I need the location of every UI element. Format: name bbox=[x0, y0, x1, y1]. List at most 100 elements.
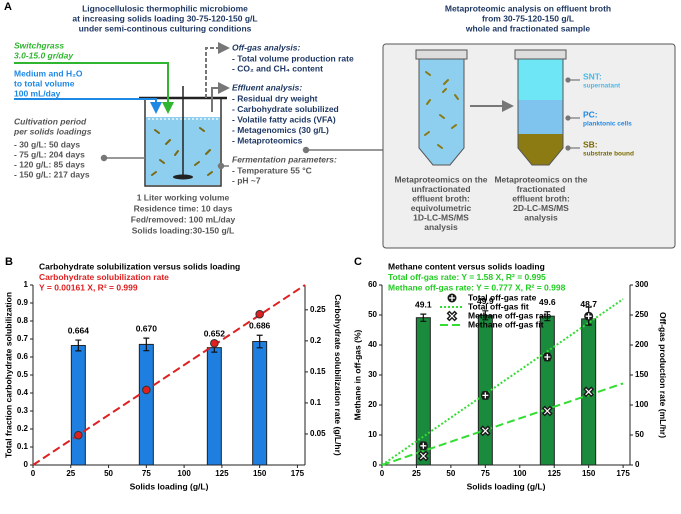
y2-axis-title: Off-gas production rate (mL/hr) bbox=[658, 312, 668, 438]
y2-tick-label: 200 bbox=[635, 340, 649, 349]
y-tick-label: 0.9 bbox=[17, 298, 29, 307]
marker bbox=[142, 385, 151, 395]
x-tick-label: 100 bbox=[513, 469, 527, 478]
marker-shape bbox=[210, 339, 219, 348]
value-label: 0.686 bbox=[249, 320, 271, 330]
marker-shape bbox=[449, 295, 455, 301]
value-label: 0.652 bbox=[204, 328, 226, 338]
annotation: Total off-gas rate: Y = 1.58 X, R² = 0.9… bbox=[388, 272, 546, 282]
marker-shape bbox=[543, 407, 551, 415]
y-tick-label: 0.4 bbox=[17, 388, 29, 397]
fraction-desc: planktonic cells bbox=[583, 121, 632, 128]
tube-whole bbox=[415, 49, 468, 166]
annotation: Y = 0.00161 X, R² = 0.999 bbox=[39, 282, 138, 292]
effluent-title: Effluent analysis: bbox=[232, 82, 302, 92]
value-label: 49.1 bbox=[415, 299, 432, 309]
x-tick-label: 50 bbox=[446, 469, 455, 478]
y2-tick-label: 300 bbox=[635, 280, 649, 289]
x-tick-label: 175 bbox=[291, 469, 305, 478]
meta-title: whole and fractionated sample bbox=[465, 23, 590, 33]
bar bbox=[206, 347, 222, 466]
reactor-info: Residence time: 10 days bbox=[134, 203, 233, 213]
y2-tick-label: 0 bbox=[635, 460, 640, 469]
panel-label: C bbox=[354, 256, 362, 268]
y2-tick-label: 0.25 bbox=[310, 305, 326, 314]
annotation: Methane content versus solids loading bbox=[388, 261, 545, 271]
caption: effluent broth: bbox=[412, 193, 470, 203]
offgas-title: Off-gas analysis: bbox=[232, 42, 301, 52]
effluent-item: - Metaproteomics bbox=[232, 135, 303, 145]
bar bbox=[252, 341, 268, 466]
cultivation-item: - 150 g/L: 217 days bbox=[14, 169, 90, 179]
title-line: Lignocellulosic thermophilic microbiome bbox=[82, 3, 248, 13]
medium-label: to total volume bbox=[14, 78, 75, 88]
y-tick-label: 0 bbox=[373, 460, 378, 469]
fermentation-title: Fermentation parameters: bbox=[232, 154, 337, 164]
marker bbox=[480, 390, 490, 400]
x-tick-label: 25 bbox=[66, 469, 75, 478]
x-tick-label: 50 bbox=[104, 469, 113, 478]
reactor-info: Fed/removed: 100 mL/day bbox=[131, 214, 236, 224]
legend-label: Methane off-gas rate bbox=[468, 310, 551, 320]
fraction-name: SNT: bbox=[583, 71, 602, 81]
feed-label: Switchgrass bbox=[14, 40, 64, 50]
legend-label: Total off-gas fit bbox=[468, 301, 529, 311]
caption: fractionated bbox=[517, 184, 566, 194]
y2-tick-label: 250 bbox=[635, 310, 649, 319]
legend-label: Methane off-gas fit bbox=[468, 319, 544, 329]
x-tick-label: 25 bbox=[412, 469, 421, 478]
y2-tick-label: 0.2 bbox=[310, 336, 322, 345]
x-tick-label: 0 bbox=[380, 469, 385, 478]
x-tick-label: 75 bbox=[481, 469, 490, 478]
offgas-item: - CO₂ and CH₄ content bbox=[232, 63, 323, 73]
panel-label: A bbox=[4, 1, 12, 13]
reactor-info: 1 Liter working volume bbox=[137, 192, 230, 202]
offgas-item: - Total volume production rate bbox=[232, 53, 354, 63]
caption: effluent broth: bbox=[512, 193, 570, 203]
error-bar bbox=[482, 310, 489, 321]
annotation: Carbohydrate solubilization rate bbox=[39, 272, 169, 282]
y-tick-label: 0.7 bbox=[17, 334, 29, 343]
y-tick-label: 1 bbox=[24, 280, 29, 289]
y-axis-title: Total fraction carbohydrate solubilizati… bbox=[3, 292, 13, 458]
marker bbox=[584, 311, 594, 321]
x-tick-label: 150 bbox=[582, 469, 596, 478]
connectors bbox=[100, 146, 383, 170]
x-axis-title: Solids loading (g/L) bbox=[467, 481, 546, 491]
y-tick-label: 0.8 bbox=[17, 316, 29, 325]
y-tick-label: 0.6 bbox=[17, 352, 29, 361]
medium-label: 100 mL/day bbox=[14, 88, 61, 98]
caption: 1D-LC-MS/MS bbox=[413, 212, 469, 222]
effluent-item: - Carbohydrate solubilized bbox=[232, 104, 339, 114]
y-tick-label: 40 bbox=[368, 340, 377, 349]
annotation: Methane off-gas rate: Y = 0.777 X, R² = … bbox=[388, 282, 566, 292]
marker-shape bbox=[482, 392, 489, 399]
tube-fractionated bbox=[514, 49, 580, 166]
y-tick-label: 60 bbox=[368, 280, 377, 289]
marker bbox=[542, 352, 552, 362]
y2-tick-label: 50 bbox=[635, 430, 644, 439]
medium-arrow bbox=[14, 98, 162, 114]
x-axis-title: Solids loading (g/L) bbox=[130, 481, 209, 491]
marker bbox=[417, 450, 429, 462]
cultivation-title: Cultivation period bbox=[14, 116, 87, 126]
y2-tick-label: 0.15 bbox=[310, 367, 326, 376]
fraction-desc: supernatant bbox=[583, 83, 621, 90]
error-bar bbox=[75, 339, 82, 352]
fraction-name: PC: bbox=[583, 109, 598, 119]
marker-shape bbox=[419, 452, 427, 460]
fit-line bbox=[381, 382, 624, 466]
reactor-info: Solids loading:30-150 g/L bbox=[132, 225, 235, 235]
marker bbox=[255, 309, 264, 319]
value-label: 0.664 bbox=[68, 325, 90, 335]
marker bbox=[74, 430, 83, 440]
x-tick-label: 75 bbox=[142, 469, 151, 478]
value-label: 49.9 bbox=[477, 296, 494, 306]
marker bbox=[447, 293, 457, 303]
marker bbox=[210, 339, 219, 348]
marker bbox=[479, 425, 491, 437]
bar bbox=[477, 314, 493, 466]
effluent-item: - Residual dry weight bbox=[232, 93, 318, 103]
marker-shape bbox=[585, 388, 593, 396]
